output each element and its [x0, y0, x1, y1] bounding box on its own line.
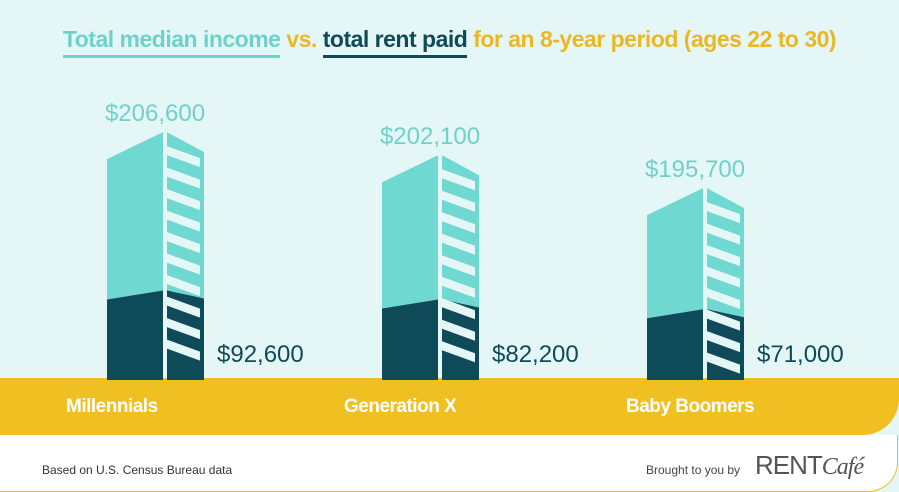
- window-stripe: [167, 275, 200, 297]
- window-stripe: [707, 352, 740, 374]
- category-band: [0, 378, 899, 435]
- category-label: Generation X: [344, 396, 457, 417]
- income-bar-left: [107, 132, 163, 300]
- window-stripe: [707, 309, 740, 331]
- window-stripe: [442, 276, 475, 298]
- income-value-label: $206,600: [105, 100, 205, 127]
- window-stripe: [167, 146, 200, 168]
- window-stripe: [707, 223, 740, 245]
- building-chart: $206,600 $92,600 $202,100 $82,200 $195,700 $7…: [105, 100, 844, 380]
- window-stripe: [707, 202, 740, 224]
- window-stripe: [707, 266, 740, 288]
- rent-bar-left: [382, 299, 438, 380]
- category-label: Millennials: [66, 396, 158, 417]
- income-value-label: $195,700: [645, 156, 745, 183]
- window-stripe: [707, 245, 740, 267]
- window-stripe: [442, 319, 475, 341]
- window-stripe: [442, 298, 475, 320]
- chart-title: Total median income vs. total rent paid …: [0, 26, 899, 58]
- window-stripe: [167, 189, 200, 211]
- rent-value-label: $71,000: [757, 341, 844, 368]
- window-stripe: [442, 190, 475, 212]
- window-stripe: [167, 253, 200, 275]
- rent-bar-left: [107, 290, 163, 380]
- window-stripe: [442, 233, 475, 255]
- income-bar-left: [647, 188, 703, 319]
- window-stripe: [167, 210, 200, 232]
- brought-by: Brought to you by: [646, 463, 741, 477]
- title-rest: for an 8-year period (ages 22 to 30): [473, 26, 837, 52]
- window-stripe: [167, 339, 200, 361]
- rentcafe-logo: RENTCafé: [755, 450, 864, 480]
- title-rent: total rent paid: [322, 26, 468, 58]
- income-value-label: $202,100: [380, 123, 480, 150]
- window-stripe: [167, 296, 200, 318]
- rent-value-label: $82,200: [492, 341, 579, 368]
- window-stripe: [167, 232, 200, 254]
- title-income: Total median income: [62, 26, 281, 58]
- window-stripe: [442, 341, 475, 363]
- window-stripe: [167, 318, 200, 340]
- category-label: Baby Boomers: [626, 396, 755, 417]
- income-bar-left: [382, 155, 438, 309]
- window-stripe: [167, 167, 200, 189]
- window-stripe: [442, 212, 475, 234]
- title-vs: vs.: [286, 26, 317, 52]
- window-stripe: [707, 288, 740, 310]
- window-stripe: [442, 169, 475, 191]
- rent-bar-left: [647, 309, 703, 380]
- window-stripe: [707, 331, 740, 353]
- window-stripe: [442, 255, 475, 277]
- rent-value-label: $92,600: [217, 341, 304, 368]
- source-note: Based on U.S. Census Bureau data: [42, 463, 233, 477]
